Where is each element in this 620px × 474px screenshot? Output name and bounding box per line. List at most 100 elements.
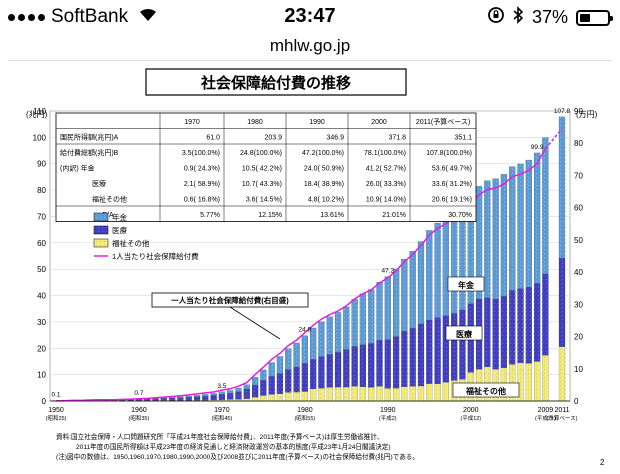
callout-label: 一人当たり社会保障給付費(右目盛) [171,295,289,305]
left-axis: 0 10 20 30 40 50 60 70 80 90 100 110 [33,107,47,406]
value-annotation: 47.2 [381,268,394,275]
bar-pension [401,259,408,332]
bar-pension [359,293,367,345]
bar-pension [268,362,275,377]
bar-welfare [401,386,408,402]
table-cell: 国民所得額(兆円)A [60,133,119,142]
bar-medical [376,340,383,387]
callout-box [151,292,309,308]
per-capita-projection-path [544,128,563,150]
x-tick-label: 1950 [48,407,64,414]
table-cell: 33.6( 31.2%) [432,181,472,188]
table-header-cell: 2011(予算ベース) [416,117,470,126]
left-tick-label: 20 [37,344,46,353]
right-axis: 0 10 20 30 40 50 60 70 80 90 [574,107,583,406]
bar-pension [202,394,209,397]
bar-welfare [351,386,358,402]
bar-welfare [417,385,425,402]
bar-medical [558,258,566,347]
bar-medical [492,298,499,370]
bar-pension [442,217,449,316]
clock: 23:47 [284,5,336,27]
bar-welfare [276,393,284,402]
table-header-cell: 2000 [371,119,387,126]
bar-pension [301,335,308,364]
legend-label-pension: 年金 [112,212,127,222]
table-cell: 福祉その他 [92,195,127,204]
value-annotation: 0.7 [134,390,143,397]
bar-medical [243,389,250,399]
table-cell: 24.0( 50.9%) [304,166,344,173]
bar-medical [409,328,416,387]
slide: 社会保障給付費の推移 0 10 20 30 40 50 60 70 80 90 100 110 0 10… [8,60,612,470]
bar-medical [293,366,300,393]
bar-medical [401,331,408,387]
table-cell: 24.8(100.0%) [240,150,282,157]
bar-medical [160,398,167,401]
x-tick-sublabel: (平成12) [460,414,481,422]
bar-pension [351,299,358,347]
wifi-icon [138,6,158,28]
table-cell: 26.0( 33.3%) [366,181,406,188]
bar-pension [434,222,441,318]
data-table: 1970 1980 1990 2000 2011(予算ベース) 国民所得額(兆円)A 61.… [55,112,477,222]
table-cell: 21.01% [382,212,406,219]
x-tick-sublabel: (昭和45) [212,414,233,422]
legend-label-welfare: 福祉その他 [112,238,150,248]
bar-medical [276,373,284,394]
left-tick-label: 30 [37,318,46,327]
table-cell: 47.2(100.0%) [302,150,344,157]
right-tick-label: 40 [574,268,583,277]
bar-medical [343,349,350,388]
bar-welfare [368,387,375,402]
bar-medical [517,288,524,363]
bar-pension [243,384,250,390]
bar-pension [492,178,499,300]
table-cell: 20.6( 19.1%) [432,197,472,204]
table-frame [55,112,477,222]
bar-welfare [442,382,449,402]
bar-medical [434,317,441,384]
bars [52,116,566,402]
status-right: 37% [487,6,613,29]
bar-welfare [558,346,566,402]
callout-arrow [229,306,281,340]
url-bar[interactable]: mhlw.go.jp [269,36,351,55]
chart: 社会保障給付費の推移 0 10 20 30 40 50 60 70 80 90 100 110 0 10… [26,68,605,467]
bar-medical [227,393,234,400]
bar-medical [169,398,176,401]
bar-pension [218,391,226,395]
table-cell: 13.61% [320,212,344,219]
right-tick-label: 50 [574,236,583,245]
table-cell: 18.4( 38.9%) [304,181,344,188]
bar-pension [251,377,259,386]
table-header-cell: 1980 [247,119,263,126]
value-annotation: 3.5 [217,383,226,390]
left-axis-unit: (兆円) [26,109,48,119]
bar-medical [177,397,184,401]
bar-medical [334,352,342,388]
x-tick-label: 1980 [297,407,313,414]
right-tick-label: 0 [574,397,579,406]
x-axis: 1950(昭和25) 1960(昭和35) 1970(昭和45) 1980(昭和55)… [46,400,578,422]
bar-pension [525,159,532,288]
legend-swatch-welfare [93,238,109,248]
bar-pension [417,241,425,325]
table-cell: 346.9 [326,135,344,142]
value-annotation: 24.8 [299,327,312,334]
bar-pension [210,393,217,396]
bar-medical [384,339,391,389]
right-tick-label: 30 [574,300,583,309]
bar-welfare [376,386,383,402]
table-cell: 3.5(100.0%) [182,150,220,157]
bar-welfare [334,386,342,402]
left-tick-label: 50 [37,265,46,274]
table-cell: 0.6( 16.8%) [184,197,220,204]
bar-medical [451,313,458,381]
table-cell: 30.70% [448,212,472,219]
bar-medical [260,380,267,396]
bar-welfare [285,392,292,402]
right-tick-label: 90 [574,107,583,116]
bar-medical [484,297,491,367]
source-note-1: 資料:国立社会保障・人口問題研究所「平成21年度社会保障給付費」、2011年度(… [56,432,383,441]
